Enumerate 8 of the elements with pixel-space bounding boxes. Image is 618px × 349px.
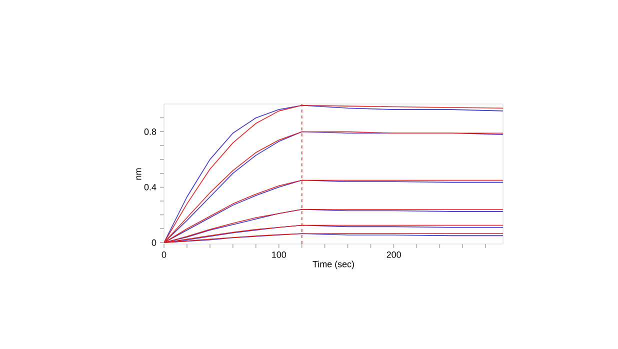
y-tick-label: 0.8 <box>144 128 156 135</box>
y-tick-label: 0 <box>152 239 156 246</box>
x-tick-label: 0 <box>162 252 166 258</box>
y-tick-label: 0.4 <box>144 184 156 190</box>
x-axis-title: Time (sec) <box>312 260 354 270</box>
x-tick-label: 200 <box>386 252 401 258</box>
y-axis-title: nm <box>136 168 142 180</box>
x-tick-label: 100 <box>272 252 286 258</box>
